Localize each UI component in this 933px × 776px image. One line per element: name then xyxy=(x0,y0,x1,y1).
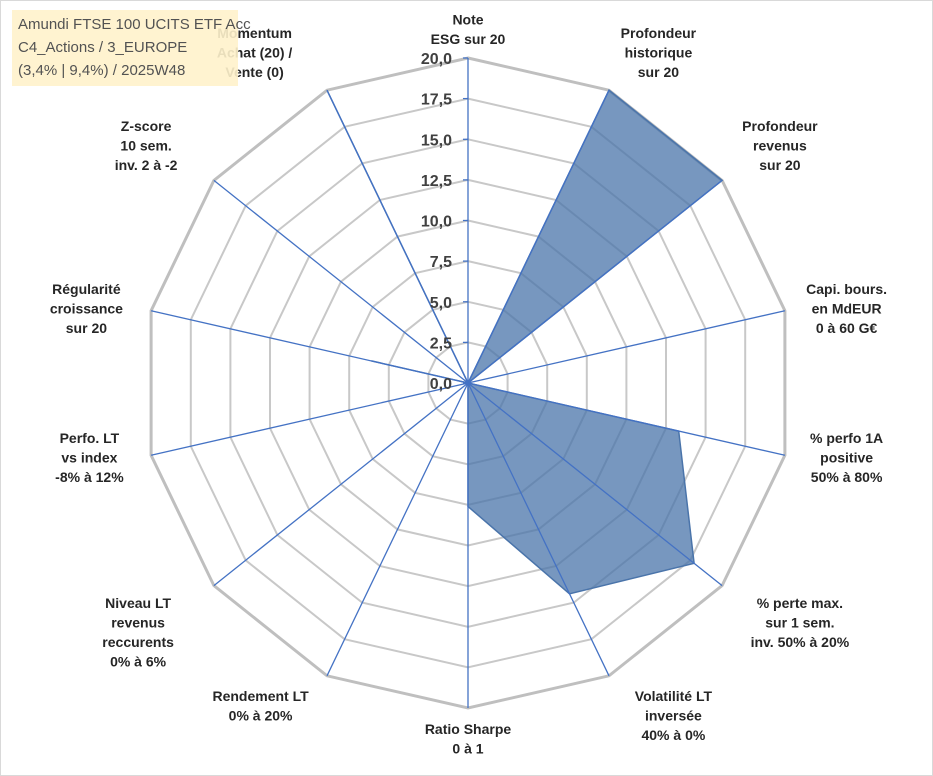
category-label-9-line-2: reccurents xyxy=(102,634,174,650)
category-label-2-line-2: sur 20 xyxy=(759,157,800,173)
spoke-axis-4 xyxy=(467,382,786,456)
spoke-axis-2 xyxy=(467,179,723,384)
spoke-axis-3 xyxy=(467,310,786,384)
category-label-6-line-2: 40% à 0% xyxy=(641,727,705,743)
category-label-4-line-0: % perfo 1A xyxy=(810,430,883,446)
category-label-0: Note ESG sur 20 xyxy=(431,12,506,48)
spoke-axis-13 xyxy=(326,89,469,384)
category-label-12-line-0: Z-score xyxy=(121,118,172,134)
spoke-axis-5 xyxy=(467,382,723,587)
spoke-axis-12 xyxy=(213,179,469,384)
category-label-4-line-2: 50% à 80% xyxy=(811,469,883,485)
tick-label-6: 15,0 xyxy=(421,132,452,149)
axis-layer xyxy=(150,57,786,708)
category-label-0-line-1: ESG sur 20 xyxy=(431,31,506,47)
category-label-1: Profondeur historique sur 20 xyxy=(621,25,697,80)
category-label-8-line-0: Rendement LT xyxy=(212,688,309,704)
category-label-3-line-1: en MdEUR xyxy=(812,301,882,317)
category-label-5-line-1: sur 1 sem. xyxy=(765,614,834,630)
category-label-5-line-2: inv. 50% à 20% xyxy=(751,634,850,650)
category-label-5-line-0: % perte max. xyxy=(757,595,843,611)
tick-label-3: 7,5 xyxy=(430,254,452,271)
category-label-10-line-2: -8% à 12% xyxy=(55,469,124,485)
category-label-1-line-1: historique xyxy=(625,45,693,61)
category-label-4-line-1: positive xyxy=(820,450,873,466)
category-label-10-line-0: Perfo. LT xyxy=(60,430,120,446)
spoke-axis-8 xyxy=(326,382,469,677)
category-label-7-line-0: Ratio Sharpe xyxy=(425,721,512,737)
tick-label-7: 17,5 xyxy=(421,92,452,109)
category-label-6-line-1: inversée xyxy=(645,707,702,723)
tick-label-0: 0,0 xyxy=(430,376,452,393)
chart-title-line-2: C4_Actions / 3_EUROPE xyxy=(18,39,188,56)
category-label-9: Niveau LT revenus reccurents 0% à 6% xyxy=(102,595,174,670)
spoke-axis-9 xyxy=(213,382,469,587)
category-label-2: Profondeur revenus sur 20 xyxy=(742,118,818,173)
category-label-8: Rendement LT 0% à 20% xyxy=(212,688,309,724)
chart-title-line-1: Amundi FTSE 100 UCITS ETF Acc xyxy=(18,16,251,33)
tick-label-1: 2,5 xyxy=(430,335,452,352)
category-label-9-line-3: 0% à 6% xyxy=(110,653,167,669)
chart-title-line-3: (3,4% | 9,4%) / 2025W48 xyxy=(18,62,186,79)
category-label-0-line-0: Note xyxy=(452,12,483,28)
category-label-9-line-0: Niveau LT xyxy=(105,595,171,611)
spoke-axis-1 xyxy=(467,89,610,384)
category-label-10-line-1: vs index xyxy=(61,450,117,466)
category-label-3-line-2: 0 à 60 G€ xyxy=(816,320,878,336)
category-label-13-line-2: Vente (0) xyxy=(225,64,283,80)
category-label-2-line-0: Profondeur xyxy=(742,118,818,134)
tick-layer: 0,0 2,5 5,0 7,5 10,0 12,5 15,0 17,5 20,0 xyxy=(421,51,452,393)
category-label-8-line-1: 0% à 20% xyxy=(229,707,293,723)
category-label-10: Perfo. LT vs index -8% à 12% xyxy=(55,430,124,485)
series-layer xyxy=(326,89,724,595)
spoke-axis-6 xyxy=(467,382,610,677)
spoke-axis-10 xyxy=(150,382,469,456)
category-label-1-line-0: Profondeur xyxy=(621,25,697,41)
category-label-11-line-2: sur 20 xyxy=(66,320,107,336)
tick-label-4: 10,0 xyxy=(421,214,452,231)
category-label-6-line-0: Volatilité LT xyxy=(635,688,713,704)
tick-label-8: 20,0 xyxy=(421,51,452,68)
tick-label-5: 12,5 xyxy=(421,173,452,190)
category-label-5: % perte max. sur 1 sem. inv. 50% à 20% xyxy=(751,595,850,650)
category-label-3: Capi. bours. en MdEUR 0 à 60 G€ xyxy=(806,281,887,336)
tick-label-2: 5,0 xyxy=(430,295,452,312)
spoke-axis-11 xyxy=(150,310,469,384)
category-label-2-line-1: revenus xyxy=(753,138,807,154)
category-label-11-line-0: Régularité xyxy=(52,281,121,297)
category-label-7: Ratio Sharpe 0 à 1 xyxy=(425,721,512,757)
category-label-12-line-2: inv. 2 à -2 xyxy=(115,157,178,173)
category-label-7-line-1: 0 à 1 xyxy=(452,741,483,757)
chart-title-box: Amundi FTSE 100 UCITS ETF Acc C4_Actions… xyxy=(12,10,251,86)
category-label-11: Régularité croissance sur 20 xyxy=(50,281,123,336)
category-label-12-line-1: 10 sem. xyxy=(120,138,171,154)
category-label-11-line-1: croissance xyxy=(50,301,123,317)
series-area-0 xyxy=(326,89,724,595)
category-label-9-line-1: revenus xyxy=(111,614,165,630)
category-label-3-line-0: Capi. bours. xyxy=(806,281,887,297)
category-label-4: % perfo 1A positive 50% à 80% xyxy=(810,430,883,485)
category-label-6: Volatilité LT inversée 40% à 0% xyxy=(635,688,713,743)
category-label-12: Z-score 10 sem. inv. 2 à -2 xyxy=(115,118,178,173)
category-label-1-line-2: sur 20 xyxy=(638,64,679,80)
